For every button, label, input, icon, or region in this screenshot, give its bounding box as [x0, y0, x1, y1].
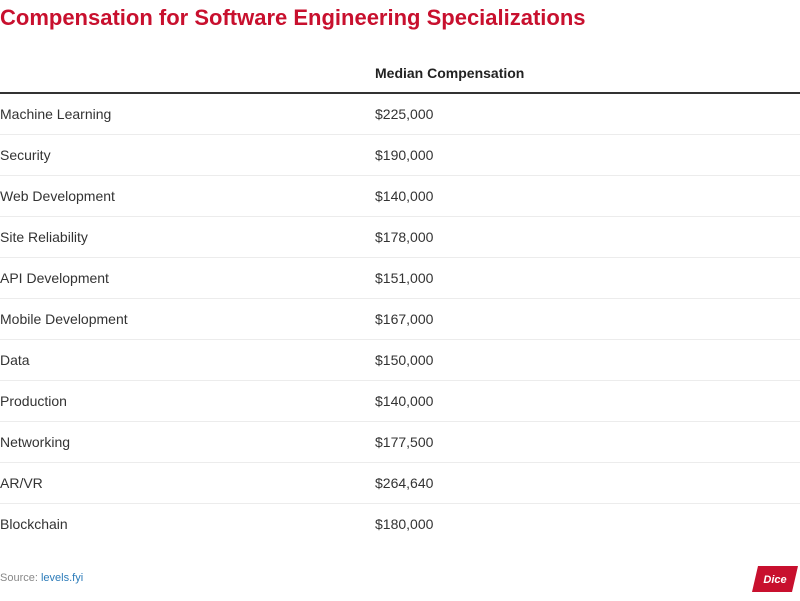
median-compensation-cell: $167,000 — [375, 298, 800, 340]
specialization-cell: Web Development — [0, 175, 375, 217]
specialization-cell: Networking — [0, 421, 375, 463]
median-compensation-cell: $151,000 — [375, 257, 800, 299]
specialization-cell: Blockchain — [0, 516, 68, 532]
source-link[interactable]: levels.fyi — [40, 572, 84, 584]
table-row: Site Reliability $178,000 — [0, 216, 800, 258]
table-row: Mobile Development $167,000 — [0, 298, 800, 340]
specialization-cell: Production — [0, 380, 375, 422]
compensation-table: Median Compensation Machine Learning $225… — [0, 54, 800, 544]
median-compensation-cell: $180,000 — [375, 516, 434, 532]
source-note: Source: levels.fyi — [0, 572, 83, 584]
table-row: Web Development $140,000 — [0, 175, 800, 217]
table-row: Data $150,000 — [0, 339, 800, 381]
specialization-cell: Mobile Development — [0, 298, 375, 340]
specialization-cell: Data — [0, 339, 375, 381]
median-compensation-cell: $190,000 — [375, 134, 800, 176]
header-specialization — [0, 54, 375, 94]
median-compensation-cell: $178,000 — [375, 216, 800, 258]
median-compensation-cell: $177,500 — [375, 421, 800, 463]
specialization-cell: AR/VR — [0, 462, 375, 504]
specialization-cell: API Development — [0, 257, 375, 299]
dice-logo-text: Dice — [763, 574, 786, 586]
header-median-compensation: Median Compensation — [375, 54, 800, 94]
chart-title: Compensation for Software Engineering Sp… — [0, 5, 586, 30]
median-compensation-cell: $140,000 — [375, 380, 800, 422]
table-header-row: Median Compensation — [0, 54, 800, 94]
specialization-cell: Machine Learning — [0, 93, 375, 135]
table-row: Production $140,000 — [0, 380, 800, 422]
source-label: Source: — [0, 572, 38, 584]
dice-logo: Dice — [752, 566, 798, 592]
table-row: Networking $177,500 — [0, 421, 800, 463]
median-compensation-cell: $140,000 — [375, 175, 800, 217]
specialization-cell: Security — [0, 134, 375, 176]
table-row: Blockchain $180,000 — [0, 504, 800, 545]
dice-logo-shape — [752, 566, 798, 592]
table-row: API Development $151,000 — [0, 257, 800, 299]
table-row: Security $190,000 — [0, 134, 800, 176]
table-row: Machine Learning $225,000 — [0, 93, 800, 135]
median-compensation-cell: $225,000 — [375, 93, 800, 135]
table-body: Machine Learning $225,000 Security $190,000… — [0, 93, 800, 544]
table-row: AR/VR $264,640 — [0, 462, 800, 504]
specialization-cell: Site Reliability — [0, 216, 375, 258]
median-compensation-cell: $150,000 — [375, 339, 800, 381]
median-compensation-cell: $264,640 — [375, 462, 800, 504]
